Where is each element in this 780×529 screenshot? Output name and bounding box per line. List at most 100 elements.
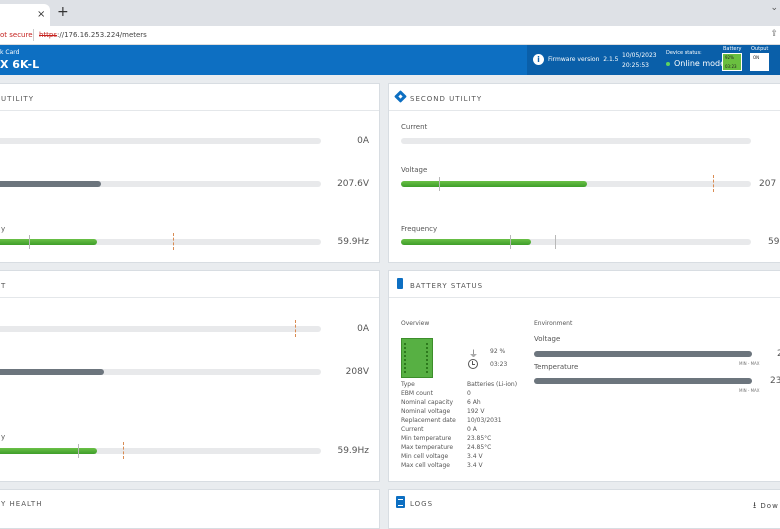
detail-key: Nominal voltage [401,408,451,415]
status-panel: i Firmware version 2.1.5 10/05/2023 20:2… [527,45,780,75]
battery-icon[interactable]: 92% 03:23 [722,53,742,71]
document-icon [396,496,405,508]
card-header: T [0,271,379,298]
detail-value: 192 V [467,408,485,415]
plug-icon: ⏚ [469,350,479,360]
current-value: 0A [357,324,369,334]
card-header: Y HEALTH [0,490,379,517]
divider [33,29,34,41]
detail-key: Max temperature [401,444,454,451]
voltage-value: 207.6V [337,179,369,189]
frequency-label: Frequency [401,225,438,233]
frequency-marker [29,235,30,249]
detail-value: 6 Ah [467,399,481,406]
app-header: k Card X 6K-L i Firmware version 2.1.5 1… [0,45,780,75]
battery-health-card: Y HEALTH [0,489,380,529]
current-bar [0,138,321,144]
env-voltage-bar-fill [534,351,752,357]
voltage-bar [0,181,321,187]
card-title: UTILITY [1,95,34,103]
frequency-bar [401,235,751,249]
frequency-limit-marker [123,442,124,459]
env-temperature-bar [534,378,752,384]
card-title: T [1,282,7,290]
share-icon[interactable]: ⇪ [770,29,778,39]
device-subtitle: k Card [0,49,20,56]
url-scheme: https [39,31,58,39]
address-bar[interactable]: ot secure https://176.16.253.224/meters … [0,26,780,45]
status-dot-icon [666,61,670,66]
device-status-text: Online mode [674,59,726,68]
frequency-value: 59.9Hz [337,237,369,247]
datetime: 10/05/2023 20:25:53 [622,51,657,71]
current-label: Current [401,123,428,131]
voltage-bar [401,175,751,192]
current-bar [0,320,321,337]
env-temperature-value: 23 [770,376,780,386]
card-header: UTILITY [0,84,379,111]
new-tab-button[interactable]: + [57,4,69,20]
download-label: Dow [760,502,779,510]
frequency-value: 59. [768,237,780,247]
frequency-bar-fill [0,239,98,245]
env-voltage-label: Voltage [534,335,561,343]
detail-value: 23.85°C [467,435,492,442]
detail-value: 0 [467,390,471,397]
detail-key: Min cell voltage [401,453,449,460]
output-label: Output [751,46,769,52]
detail-key: Replacement date [401,417,456,424]
device-status: Online mode [666,59,725,68]
output-icon[interactable]: ON [750,53,769,71]
output-card: T 0A 208V y 59.9Hz [0,270,380,482]
frequency-limit-marker [173,233,174,250]
battery-runtime: 03:23 [490,361,508,368]
close-tab-icon[interactable]: × [37,9,46,20]
second-utility-card: SECOND UTILITY Current Voltage 207 Frequ… [388,83,780,263]
current-bar [401,138,751,144]
card-header: LOGS ⭳ Dow [389,490,780,517]
frequency-bar [0,442,321,459]
download-button[interactable]: ⭳ Dow [753,498,780,514]
chevron-down-icon[interactable]: ⌄ [770,3,778,13]
url-text[interactable]: https://176.16.253.224/meters [39,31,147,39]
card-title: LOGS [410,500,434,508]
firmware-version: 2.1.5 [603,56,619,63]
voltage-limit-marker [713,175,714,192]
voltage-value: 207 [759,179,777,189]
env-temperature-range: MIN - MAX [739,388,760,393]
device-status-label: Device status: [666,50,702,56]
detail-value: 0 A [467,426,477,433]
battery-module-icon [401,338,433,378]
frequency-marker [510,235,511,249]
device-title: X 6K-L [0,58,40,71]
info-icon[interactable]: i [533,54,544,65]
detail-key: Min temperature [401,435,452,442]
utility-icon [394,90,407,103]
detail-value: 24.85°C [467,444,492,451]
not-secure-label[interactable]: ot secure [0,31,33,39]
frequency-bar-fill [401,239,531,245]
battery-status-card: BATTERY STATUS Overview ⏚ 92 % 03:23 Typ… [388,270,780,482]
logs-card: LOGS ⭳ Dow [388,489,780,529]
date-text: 10/05/2023 [622,52,657,59]
detail-key: Nominal capacity [401,399,454,406]
environment-label: Environment [534,320,573,327]
voltage-label: Voltage [401,166,428,174]
detail-key: Type [401,381,415,388]
browser-tab[interactable]: × [0,4,50,26]
env-voltage-bar [534,351,752,357]
detail-key: Current [401,426,424,433]
battery-charge: 92 % [490,348,506,355]
voltage-marker [439,177,440,191]
voltage-bar-fill [0,181,101,187]
detail-value: 3.4 V [467,462,483,469]
frequency-marker [78,444,79,458]
env-voltage-value: 2 [777,349,780,359]
current-value: 0A [357,136,369,146]
detail-value: Batteries (Li-ion) [467,381,518,388]
output-icon-text: ON [753,55,760,60]
voltage-bar [0,369,321,375]
overview-label: Overview [401,320,430,327]
detail-value: 3.4 V [467,453,483,460]
frequency-label: y [1,225,6,233]
